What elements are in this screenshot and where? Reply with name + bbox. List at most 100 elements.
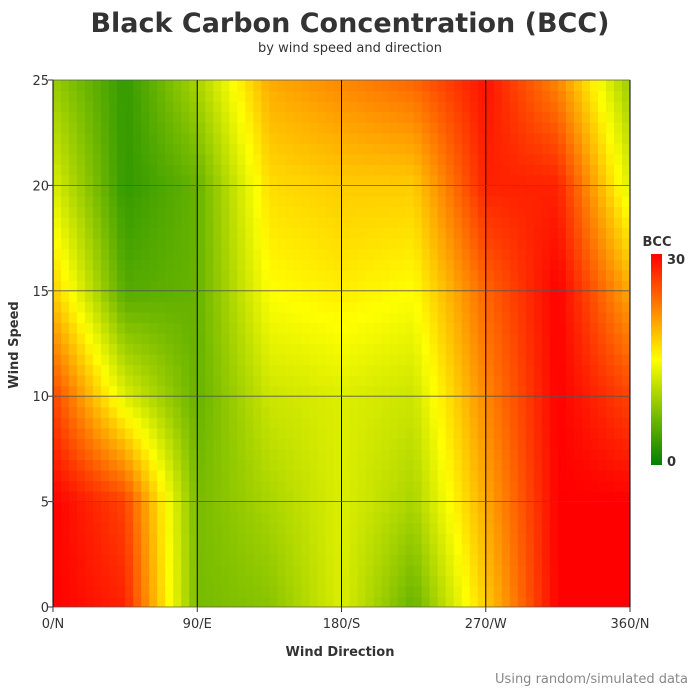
heatmap-cell: [501, 174, 511, 186]
heatmap-cell: [501, 311, 511, 324]
heatmap-cell: [501, 543, 511, 555]
heatmap-cell: [445, 596, 455, 607]
heatmap-cell: [533, 217, 543, 229]
heatmap-cell: [317, 80, 327, 92]
heatmap-cell: [245, 448, 254, 461]
heatmap-cell: [77, 143, 86, 155]
heatmap-cell: [397, 469, 407, 482]
heatmap-cell: [93, 459, 102, 471]
heatmap-cell: [437, 554, 447, 566]
heatmap-cell: [93, 522, 102, 534]
heatmap-cell: [373, 364, 383, 376]
heatmap-cell: [181, 301, 190, 313]
heatmap-cell: [565, 512, 575, 524]
heatmap-cell: [197, 385, 206, 397]
heatmap-cell: [485, 227, 495, 239]
heatmap-cell: [613, 375, 623, 387]
heatmap-cell: [573, 111, 583, 123]
heatmap-cell: [85, 596, 94, 607]
heatmap-cell: [293, 290, 303, 302]
heatmap-cell: [109, 217, 118, 229]
heatmap-cell: [93, 480, 102, 492]
heatmap-cell: [469, 343, 479, 355]
heatmap-cell: [189, 501, 198, 513]
heatmap-cell: [341, 322, 351, 334]
heatmap-cell: [253, 385, 262, 397]
heatmap-cell: [373, 596, 383, 607]
heatmap-cell: [125, 143, 134, 155]
heatmap-cell: [341, 311, 351, 324]
heatmap-cell: [69, 501, 78, 513]
heatmap-cell: [405, 217, 415, 229]
heatmap-cell: [229, 248, 238, 260]
heatmap-cell: [253, 417, 262, 429]
heatmap-cell: [165, 322, 174, 334]
heatmap-cell: [133, 522, 142, 534]
heatmap-cell: [621, 512, 630, 524]
heatmap-cell: [469, 512, 479, 524]
heatmap-cell: [485, 459, 495, 471]
heatmap-cell: [525, 132, 535, 144]
heatmap-cell: [357, 575, 367, 587]
heatmap-cell: [157, 143, 166, 155]
heatmap-cell: [373, 501, 383, 513]
heatmap-cell: [125, 417, 134, 429]
heatmap-cell: [549, 227, 559, 239]
heatmap-cell: [357, 459, 367, 471]
heatmap-cell: [237, 364, 246, 376]
heatmap-cell: [181, 343, 190, 355]
heatmap-cell: [69, 543, 78, 555]
heatmap-cell: [501, 459, 511, 471]
heatmap-cell: [621, 122, 630, 134]
heatmap-cell: [125, 438, 134, 450]
heatmap-cell: [381, 480, 391, 492]
heatmap-cell: [493, 491, 503, 503]
heatmap-cell: [93, 164, 102, 176]
heatmap-cell: [213, 290, 222, 302]
heatmap-cell: [117, 448, 126, 461]
heatmap-cell: [277, 259, 286, 271]
heatmap-cell: [125, 259, 134, 271]
heatmap-cell: [413, 480, 423, 492]
heatmap-cell: [485, 564, 495, 576]
heatmap-cell: [317, 585, 327, 598]
heatmap-cell: [325, 385, 335, 397]
heatmap-cell: [589, 512, 599, 524]
heatmap-cell: [317, 90, 327, 102]
heatmap-cell: [589, 227, 599, 239]
heatmap-cell: [509, 227, 519, 239]
heatmap-cell: [301, 290, 311, 302]
heatmap-cell: [597, 153, 607, 165]
heatmap-cell: [477, 596, 487, 607]
heatmap-cell: [445, 101, 455, 113]
heatmap-cell: [613, 322, 623, 334]
heatmap-cell: [333, 448, 343, 461]
heatmap-cell: [501, 438, 511, 450]
heatmap-cell: [389, 438, 399, 450]
heatmap-cell: [445, 512, 455, 524]
heatmap-cell: [389, 132, 399, 144]
heatmap-cell: [405, 596, 415, 607]
heatmap-cell: [309, 396, 319, 408]
heatmap-cell: [477, 248, 487, 260]
heatmap-cell: [349, 554, 359, 566]
heatmap-cell: [469, 111, 479, 123]
heatmap-cell: [621, 554, 630, 566]
heatmap-cell: [341, 164, 351, 176]
heatmap-cell: [541, 448, 551, 461]
heatmap-cell: [317, 143, 327, 155]
heatmap-cell: [221, 543, 230, 555]
heatmap-cell: [109, 248, 118, 260]
heatmap-cell: [613, 522, 623, 534]
heatmap-cell: [261, 501, 270, 513]
heatmap-cell: [85, 238, 94, 250]
heatmap-cell: [93, 343, 102, 355]
heatmap-cell: [453, 364, 463, 376]
heatmap-cell: [141, 385, 150, 397]
heatmap-cell: [221, 301, 230, 313]
heatmap-cell: [485, 396, 495, 408]
heatmap-cell: [509, 554, 519, 566]
heatmap-cell: [157, 417, 166, 429]
heatmap-cell: [533, 195, 543, 208]
heatmap-cell: [221, 332, 230, 345]
